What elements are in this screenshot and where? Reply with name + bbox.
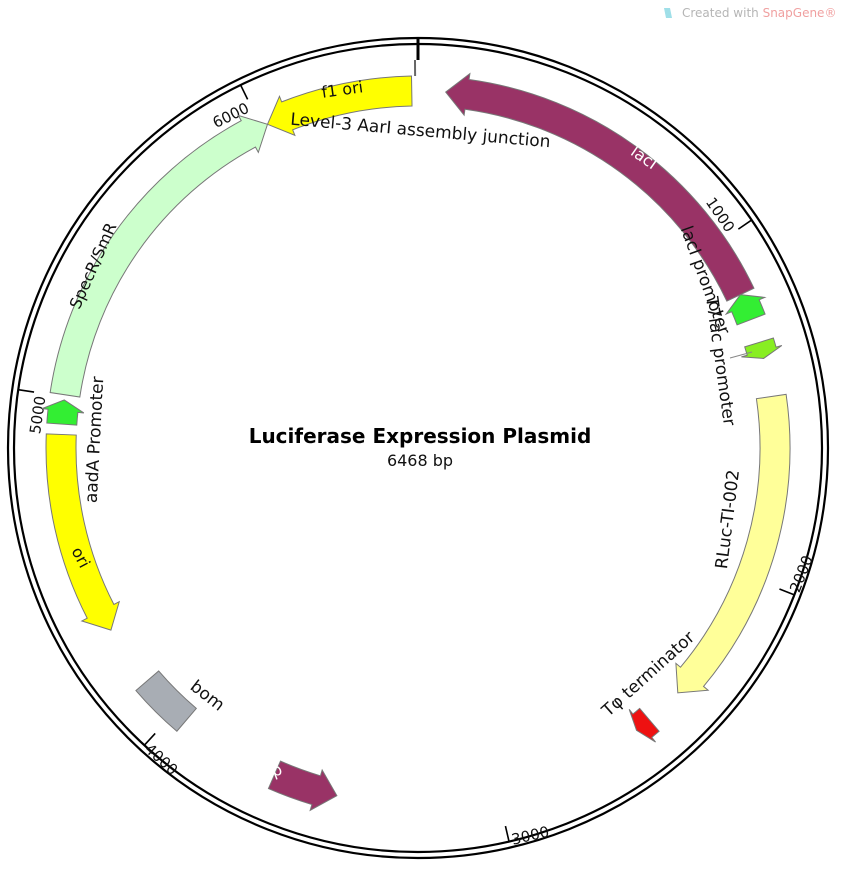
snapgene-watermark: Created with SnapGene® [664,6,836,20]
label-aada-pro: aadA Promoter [82,376,109,504]
feature-t7lac[interactable] [741,337,783,359]
tick-5000 [18,388,35,393]
tick-label-2000: 2000 [786,553,817,595]
tick-label-5000: 5000 [26,395,49,435]
svg-text:Created with SnapGene®: Created with SnapGene® [682,6,836,20]
tick-4000 [143,732,156,746]
feature-laci[interactable] [445,72,755,302]
label-rluc: RLuc-TI-002 [712,469,744,570]
tick-label-4000: 4000 [141,740,181,779]
feature-specr[interactable] [49,114,269,398]
backbone-inner-ring [12,42,824,854]
watermark-brand: SnapGene® [763,6,837,20]
plasmid-title: Luciferase Expression Plasmid [249,424,592,448]
feature-aada-pro[interactable] [41,399,85,426]
plasmid-size: 6468 bp [387,451,453,470]
feature-rluc[interactable] [675,393,791,694]
feature-tphi[interactable] [628,707,660,743]
feature-bom[interactable] [135,670,198,732]
watermark-prefix: Created with [682,6,763,20]
tick-3000 [504,825,510,842]
feature-laci-pro[interactable] [724,294,767,326]
tick-1000 [737,219,753,230]
feature-ori[interactable] [45,433,121,631]
t7lac-leader-line [729,351,753,359]
feature-rop[interactable] [267,760,338,812]
feature-f1ori[interactable] [266,75,413,137]
tick-label-3000: 3000 [510,823,551,849]
tick-6000 [239,84,249,100]
snapgene-logo-icon [664,8,672,18]
backbone-outer-ring [6,36,830,860]
feature-arrows [41,72,791,812]
tick-2000 [779,588,795,596]
